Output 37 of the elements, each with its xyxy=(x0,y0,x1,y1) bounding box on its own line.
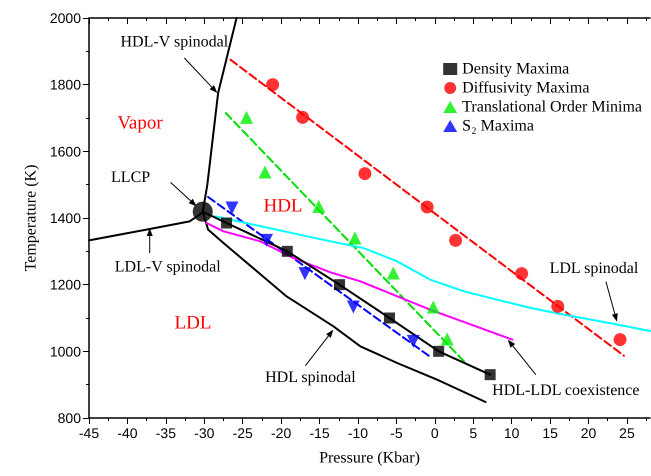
annotation: Vapor xyxy=(117,112,164,134)
y-tick-label: 1200 xyxy=(50,276,82,293)
x-tick-label: -45 xyxy=(78,425,100,441)
x-axis-title: Pressure (Kbar) xyxy=(319,450,420,466)
x-tick-label: 15 xyxy=(542,425,558,441)
annotation: LLCP xyxy=(111,168,150,186)
x-tick-label: -5 xyxy=(390,425,403,441)
y-tick-label: 800 xyxy=(58,410,82,426)
y-tick-label: 1000 xyxy=(50,343,82,360)
y-tick-label: 1400 xyxy=(50,210,82,226)
x-tick-label: 25 xyxy=(619,425,635,441)
x-tick-label: 20 xyxy=(580,425,597,441)
x-tick-label: -15 xyxy=(309,425,330,441)
annotation: LDL-V spinodal xyxy=(114,258,222,276)
x-tick-label: 10 xyxy=(504,425,520,441)
annotation: HDL xyxy=(263,196,303,216)
y-tick-label: 1600 xyxy=(50,143,82,160)
legend-label: Density Maxima xyxy=(462,60,570,78)
y-tick-label: 2000 xyxy=(50,10,82,26)
y-axis-title: Temperature (K) xyxy=(22,164,40,272)
x-tick-label: 0 xyxy=(430,425,439,441)
x-tick-label: 5 xyxy=(469,425,478,441)
legend-label: Translational Order Minima xyxy=(462,98,642,116)
x-tick-label: -25 xyxy=(232,425,254,441)
annotation: HDL-V spinodal xyxy=(120,34,229,50)
legend-label: Diffusivity Maxima xyxy=(462,80,590,96)
annotation: HDL spinodal xyxy=(265,369,356,386)
annotation: LDL xyxy=(174,312,212,334)
x-tick-label: -20 xyxy=(271,425,292,441)
x-tick-label: -35 xyxy=(156,425,176,441)
annotation: HDL-LDL coexistence xyxy=(492,382,640,400)
annotation: LDL spinodal xyxy=(550,260,639,278)
legend-label: S₂ Maxima xyxy=(462,118,534,134)
y-tick-label: 1800 xyxy=(50,76,82,93)
x-tick-label: -30 xyxy=(194,425,215,441)
x-tick-label: -10 xyxy=(348,425,368,441)
x-tick-label: -40 xyxy=(117,425,138,441)
